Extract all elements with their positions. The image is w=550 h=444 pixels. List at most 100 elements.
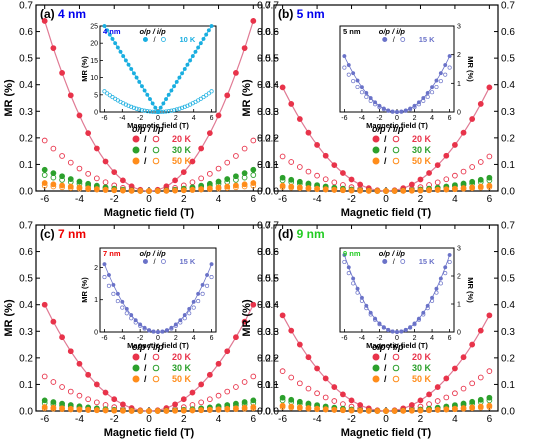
data-point-op [198, 381, 205, 388]
data-point-ip [189, 407, 196, 414]
y-tick-label: 0.0 [257, 187, 271, 198]
inset-y-tick-label: 1 [457, 81, 461, 88]
legend-label: 20 K [172, 134, 192, 144]
data-point-op [67, 183, 74, 190]
inset-legend-label: 10 K [179, 35, 195, 44]
data-point-ip [224, 406, 231, 413]
y-tick-label: 0.5 [265, 274, 279, 285]
data-point-op [180, 169, 187, 176]
panel-thickness: 9 nm [297, 227, 325, 241]
data-point-op [233, 182, 239, 189]
data-point-ip [305, 405, 312, 412]
inset-data-point-ip [160, 329, 165, 334]
inset-data-point-ip [373, 102, 378, 107]
inset-data-point-ip [106, 283, 111, 288]
data-point-ip [348, 407, 355, 414]
legend-marker-ip [152, 353, 160, 361]
legend-label: 20 K [172, 352, 192, 362]
data-point-ip [85, 396, 92, 403]
inset-data-point-op [425, 90, 430, 95]
inset-data-point-ip [134, 106, 139, 111]
data-point-op [50, 170, 57, 177]
data-point-ip [314, 172, 320, 179]
data-point-ip [102, 187, 109, 193]
y-axis-title: MR (%) [241, 299, 253, 337]
data-point-ip [434, 407, 441, 413]
data-point-ip [233, 406, 239, 413]
inset-y-tick-label: 20 [90, 41, 98, 48]
inset-data-point-ip [447, 259, 452, 265]
inset-data-point-ip [351, 281, 356, 286]
data-point-op [477, 327, 484, 334]
inset-data-point-ip [342, 65, 347, 70]
data-point-ip [357, 407, 364, 414]
inset-data-point-op [342, 252, 347, 257]
data-point-ip [41, 172, 48, 178]
panel-c: -6 -4 -2 0 2 4 60.0 0.00.1 0.10.2 0.20.3 0.30.4 0.4… [3, 221, 279, 440]
data-point-ip [288, 159, 295, 165]
data-point-op [443, 375, 450, 382]
data-point-op [50, 318, 57, 325]
inset-data-point-op [412, 103, 417, 108]
data-point-ip [50, 379, 57, 385]
legend-marker-op [372, 353, 380, 361]
inset-data-point-ip [425, 306, 430, 311]
legend-marker-op [132, 135, 140, 143]
legend-marker-op [132, 157, 140, 165]
y-tick-label: 0.6 [257, 247, 271, 258]
data-point-op [452, 365, 458, 372]
inset-x-tick-label: 6 [448, 335, 452, 342]
x-tick-label: -2 [347, 194, 356, 205]
data-point-op [224, 348, 231, 355]
data-point-op [434, 384, 441, 390]
data-point-op [41, 404, 48, 410]
data-point-op [460, 129, 467, 136]
data-point-op [340, 391, 346, 398]
data-point-op [288, 101, 295, 107]
data-point-op [111, 396, 118, 403]
y-tick-label: 0.3 [257, 327, 271, 338]
data-point-op [417, 176, 424, 183]
data-point-op [331, 384, 338, 390]
inset-data-point-ip [133, 320, 138, 325]
data-point-ip [288, 404, 295, 411]
data-point-op [224, 183, 231, 190]
y-tick-label: 0.0 [257, 407, 271, 418]
data-point-op [417, 397, 424, 404]
data-point-ip [331, 407, 338, 413]
y-tick-label: 0.6 [19, 247, 33, 258]
inset-data-point-ip [161, 109, 166, 114]
inset-data-point-ip [421, 312, 426, 317]
data-point-op [59, 182, 65, 189]
legend-marker-ip [152, 146, 160, 154]
inset-data-point-op [359, 295, 364, 300]
legend-marker-ip [152, 157, 160, 165]
inset-data-point-op [443, 63, 448, 68]
y-tick-label: 0.7 [501, 1, 515, 12]
legend-marker-op [372, 135, 380, 143]
inset-data-point-ip [155, 109, 161, 115]
data-point-ip [85, 186, 92, 193]
inset-data-point-ip [178, 320, 183, 325]
inset-data-point-op [421, 96, 426, 101]
data-point-op [426, 391, 432, 398]
inset-data-point-op [185, 62, 190, 67]
data-point-ip [443, 186, 450, 193]
data-point-ip [314, 186, 320, 193]
x-tick-label: -4 [75, 414, 84, 425]
data-point-ip [241, 405, 248, 412]
data-point-ip [460, 405, 467, 412]
data-point-op [296, 398, 303, 405]
data-point-op [180, 396, 187, 403]
x-tick-label: 2 [181, 414, 187, 425]
inset-label: 7 nm [103, 249, 121, 258]
data-point-ip [250, 137, 257, 144]
inset-data-point-ip [204, 93, 209, 98]
inset-data-point-ip [102, 89, 107, 94]
data-point-op [250, 301, 257, 308]
data-point-op [67, 92, 74, 99]
inset-x-tick-label: 4 [430, 335, 434, 342]
data-point-ip [206, 170, 213, 177]
inset-data-point-ip [443, 271, 448, 276]
y-tick-label: 0.2 [501, 133, 515, 144]
